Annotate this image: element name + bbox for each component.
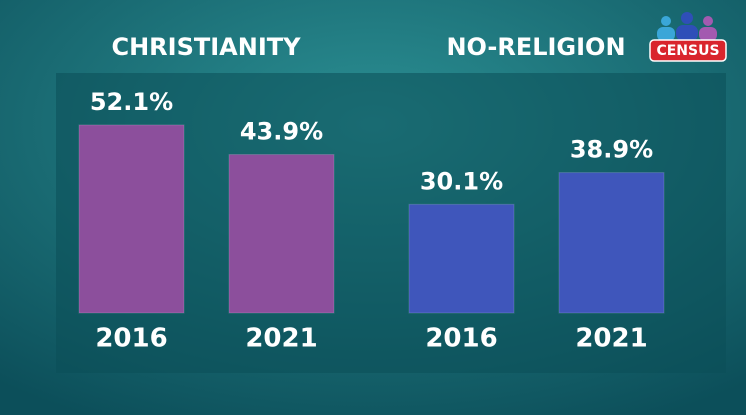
- value-label: 43.9%: [240, 118, 323, 146]
- bar: [228, 154, 335, 314]
- bar: [558, 172, 665, 314]
- group-title: CHRISTIANITY: [111, 33, 301, 61]
- logo-text: CENSUS: [656, 43, 719, 59]
- x-tick-label: 2021: [245, 324, 317, 354]
- bar: [408, 203, 515, 314]
- bar: [78, 124, 185, 314]
- census-logo: CENSUS: [649, 12, 727, 62]
- value-label: 52.1%: [90, 88, 173, 116]
- x-tick-label: 2016: [425, 324, 497, 354]
- group-title: NO-RELIGION: [446, 33, 625, 61]
- x-tick-label: 2021: [575, 324, 647, 354]
- value-label: 38.9%: [570, 136, 653, 164]
- value-label: 30.1%: [420, 167, 503, 195]
- x-tick-label: 2016: [95, 324, 167, 354]
